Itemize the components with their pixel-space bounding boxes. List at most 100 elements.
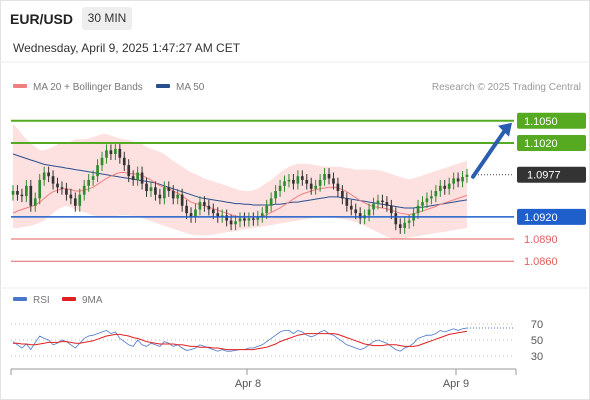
candle-body: [87, 179, 91, 186]
candle: [69, 188, 73, 205]
candle: [114, 142, 117, 160]
candle-body: [20, 194, 24, 197]
candle-body: [318, 179, 322, 186]
candle-body: [11, 191, 15, 195]
candle-body: [278, 185, 282, 191]
candle: [367, 203, 371, 222]
credit-label: Research © 2025 Trading Central: [432, 82, 581, 93]
ma20-legend-label: MA 20 + Bollinger Bands: [33, 82, 143, 93]
candle-body: [438, 185, 442, 191]
candle: [278, 179, 282, 197]
resistance-label: 1.1050: [524, 116, 558, 128]
candle-body: [185, 205, 188, 214]
forecast-arrow-head: [498, 122, 512, 137]
candle-body: [434, 191, 438, 197]
candle-body: [349, 205, 353, 210]
candle-body: [25, 185, 28, 197]
candle: [461, 171, 464, 188]
candle: [225, 209, 228, 227]
main-price-panel: 1.1050 1.1020 1.0977 1.0920 1.0890 1.0860: [11, 112, 586, 268]
time-axis: Apr 8 Apr 9: [10, 368, 517, 390]
candle-body: [33, 198, 37, 206]
candle-body: [243, 218, 246, 221]
candle-body: [225, 215, 228, 221]
ma50-legend-label: MA 50: [176, 82, 205, 93]
candle-body: [91, 176, 95, 180]
timeframe-badge[interactable]: 30 MIN: [82, 7, 132, 30]
candle-body: [309, 183, 313, 189]
candle-body: [452, 178, 455, 184]
candle: [336, 177, 340, 197]
candle-body: [323, 174, 326, 180]
candle-body: [100, 157, 104, 166]
ma50-legend-swatch: [156, 84, 170, 88]
candle: [105, 144, 108, 164]
candle-body: [131, 176, 135, 180]
candle: [60, 181, 64, 195]
candle: [78, 188, 82, 212]
candle: [381, 194, 384, 208]
candle: [109, 144, 113, 160]
candle: [372, 197, 375, 216]
candle-body: [69, 194, 73, 199]
candle-body: [238, 218, 242, 222]
candle-body: [149, 187, 153, 191]
candle-body: [216, 213, 220, 217]
candle: [323, 168, 326, 186]
candle: [300, 170, 304, 186]
candle: [100, 151, 104, 172]
rsi-panel: 70 50 30: [11, 319, 543, 363]
candle: [430, 190, 433, 205]
candle: [180, 188, 184, 212]
rsi-ma-legend-swatch: [62, 297, 76, 301]
candle-body: [234, 221, 237, 225]
candle-body: [145, 183, 148, 191]
candle: [332, 172, 335, 190]
candle: [252, 212, 255, 226]
candle-body: [456, 178, 460, 182]
current-price-tag: [517, 166, 586, 183]
candle: [91, 170, 95, 186]
candle-body: [247, 218, 251, 221]
candle-body: [421, 202, 424, 206]
candle-body: [354, 209, 358, 214]
current-price-label: 1.0977: [527, 170, 561, 182]
candle-body: [82, 185, 86, 195]
candle: [394, 207, 398, 231]
candle-body: [265, 205, 269, 214]
candle-body: [260, 213, 264, 217]
candle: [171, 185, 175, 205]
candle-body: [56, 183, 59, 188]
candle: [176, 188, 180, 205]
candle: [122, 151, 126, 172]
candle: [327, 168, 331, 185]
candle: [33, 192, 37, 212]
candle: [149, 181, 153, 197]
candle-body: [207, 205, 211, 210]
candle-body: [42, 172, 46, 180]
time-tick-label: Apr 9: [443, 378, 469, 390]
candle-body: [60, 187, 64, 189]
time-tick-label: Apr 8: [235, 378, 261, 390]
candle: [158, 188, 162, 205]
rsi-ma-line: [13, 330, 468, 351]
candle: [283, 175, 286, 192]
candle: [29, 179, 33, 212]
candle: [154, 181, 157, 201]
candle: [465, 168, 469, 183]
candle-body: [367, 209, 371, 216]
candle-body: [341, 191, 344, 199]
resistance-tag: [517, 134, 586, 151]
candle-body: [154, 187, 157, 195]
candle-body: [203, 202, 206, 206]
candle-body: [447, 183, 451, 189]
candle: [398, 218, 402, 234]
candle: [260, 207, 264, 223]
candle: [127, 159, 131, 183]
candle: [203, 196, 206, 212]
candle: [403, 216, 407, 234]
candle-body: [171, 191, 175, 199]
candle: [16, 185, 19, 201]
candle: [265, 199, 269, 220]
candle: [136, 166, 139, 186]
